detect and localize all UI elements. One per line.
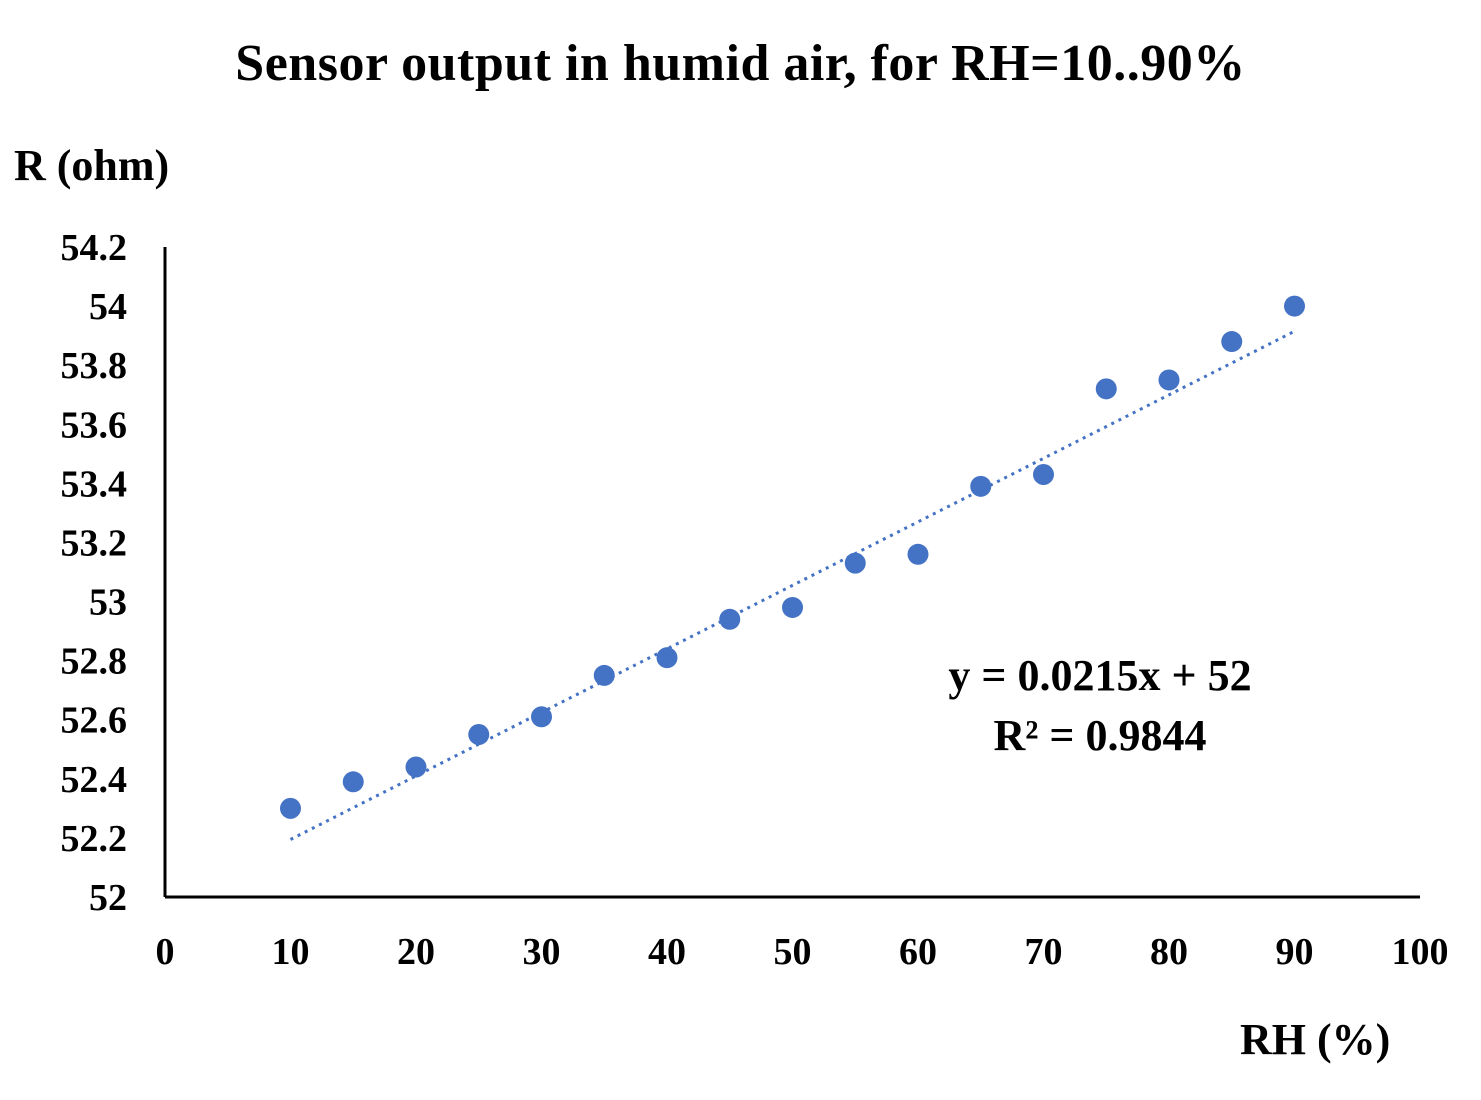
data-point <box>844 552 866 574</box>
data-point <box>531 706 552 728</box>
y-tick-label: 53.4 <box>61 463 128 505</box>
data-point <box>593 664 615 686</box>
x-tick-label: 50 <box>774 931 812 973</box>
y-axis-label: R (ohm) <box>14 141 170 190</box>
x-tick-label: 90 <box>1276 931 1314 973</box>
x-tick-label: 10 <box>272 931 310 973</box>
data-point <box>782 596 803 618</box>
x-tick-label: 70 <box>1025 931 1063 973</box>
x-tick-label: 30 <box>523 931 561 973</box>
data-point <box>970 475 992 497</box>
y-tick-label: 53.2 <box>61 522 128 564</box>
x-tick-label: 0 <box>156 931 175 973</box>
y-tick-label: 54.2 <box>61 227 128 269</box>
data-point <box>907 543 929 565</box>
trendline <box>289 329 1296 841</box>
data-point <box>1095 378 1117 400</box>
x-tick-label: 100 <box>1392 931 1449 973</box>
data-point <box>1158 369 1180 391</box>
data-point <box>719 608 741 630</box>
trendline-r2: R² = 0.9844 <box>993 711 1207 760</box>
y-tick-label: 52 <box>89 877 127 919</box>
chart-title: Sensor output in humid air, for RH=10..9… <box>235 35 1246 92</box>
y-tick-label: 52.8 <box>61 641 128 683</box>
data-point <box>1284 295 1305 317</box>
trendline-equation: y = 0.0215x + 52 <box>948 651 1252 700</box>
y-tick-label: 52.4 <box>61 759 128 801</box>
data-point <box>1033 464 1054 485</box>
data-point <box>1221 331 1243 353</box>
data-point <box>280 797 301 819</box>
y-tick-label: 52.2 <box>61 818 128 860</box>
data-point <box>468 724 490 745</box>
trendline-annotation: y = 0.0215x + 52 R² = 0.9844 <box>900 646 1300 766</box>
y-tick-label: 53.8 <box>61 345 128 387</box>
y-tick-label: 53.6 <box>61 404 128 446</box>
data-point <box>342 771 364 793</box>
x-tick-label: 60 <box>899 931 937 973</box>
x-axis-label: RH (%) <box>1240 1015 1391 1064</box>
x-tick-label: 20 <box>397 931 435 973</box>
x-tick-label: 40 <box>648 931 686 973</box>
y-tick-label: 52.6 <box>61 700 128 742</box>
x-tick-label: 80 <box>1150 931 1188 973</box>
data-point <box>656 647 678 669</box>
data-point <box>405 756 427 778</box>
y-tick-label: 53 <box>89 582 127 624</box>
y-tick-label: 54 <box>89 286 127 328</box>
